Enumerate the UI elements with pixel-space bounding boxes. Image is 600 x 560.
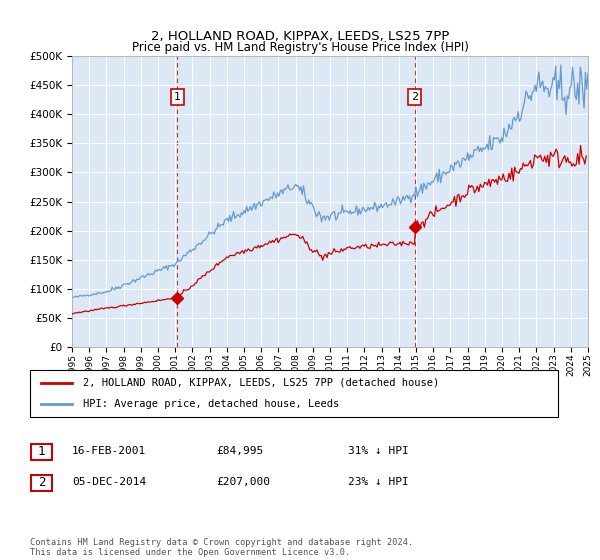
Text: 2, HOLLAND ROAD, KIPPAX, LEEDS, LS25 7PP (detached house): 2, HOLLAND ROAD, KIPPAX, LEEDS, LS25 7PP… bbox=[83, 378, 439, 388]
Text: 05-DEC-2014: 05-DEC-2014 bbox=[72, 477, 146, 487]
Text: £207,000: £207,000 bbox=[216, 477, 270, 487]
Text: 23% ↓ HPI: 23% ↓ HPI bbox=[348, 477, 409, 487]
Text: HPI: Average price, detached house, Leeds: HPI: Average price, detached house, Leed… bbox=[83, 399, 339, 409]
Text: 2, HOLLAND ROAD, KIPPAX, LEEDS, LS25 7PP: 2, HOLLAND ROAD, KIPPAX, LEEDS, LS25 7PP bbox=[151, 30, 449, 43]
Text: 1: 1 bbox=[38, 445, 45, 459]
Text: 2: 2 bbox=[38, 476, 45, 489]
Text: Price paid vs. HM Land Registry's House Price Index (HPI): Price paid vs. HM Land Registry's House … bbox=[131, 41, 469, 54]
FancyBboxPatch shape bbox=[31, 444, 52, 460]
Text: 2: 2 bbox=[411, 92, 418, 102]
Text: 31% ↓ HPI: 31% ↓ HPI bbox=[348, 446, 409, 456]
Text: £84,995: £84,995 bbox=[216, 446, 263, 456]
Text: 16-FEB-2001: 16-FEB-2001 bbox=[72, 446, 146, 456]
FancyBboxPatch shape bbox=[31, 475, 52, 491]
FancyBboxPatch shape bbox=[30, 370, 558, 417]
Text: Contains HM Land Registry data © Crown copyright and database right 2024.
This d: Contains HM Land Registry data © Crown c… bbox=[30, 538, 413, 557]
Text: 1: 1 bbox=[174, 92, 181, 102]
